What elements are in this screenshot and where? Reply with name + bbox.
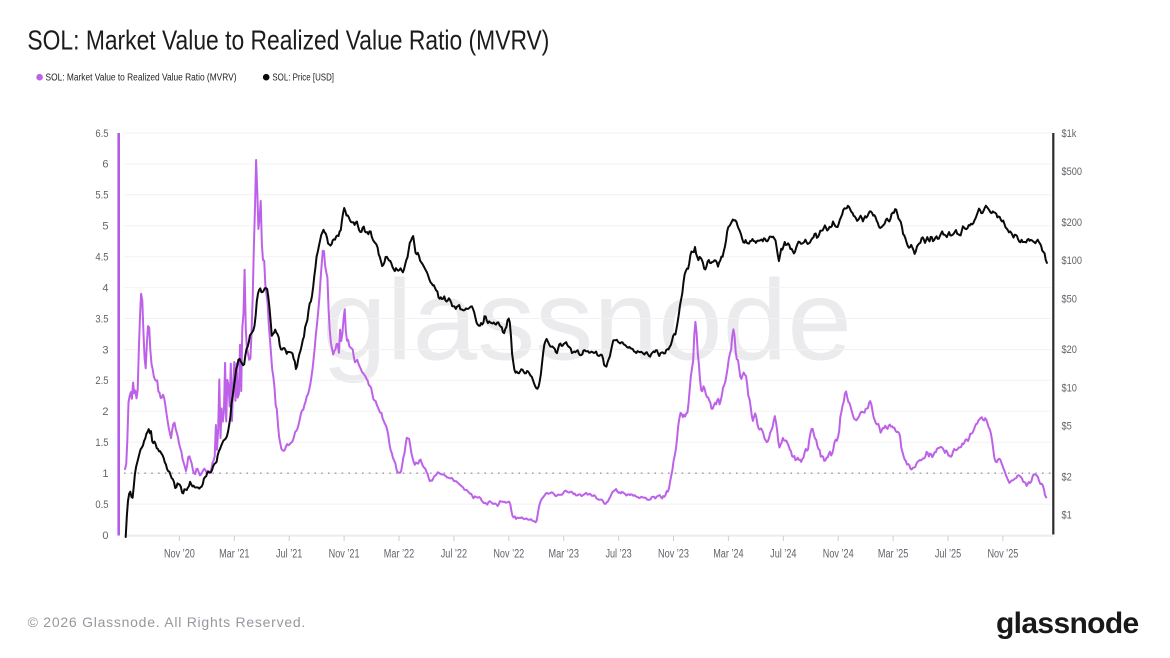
svg-text:SOL: Market Value to Realized: SOL: Market Value to Realized Value Rati… bbox=[46, 72, 237, 83]
svg-text:Nov ’21: Nov ’21 bbox=[329, 549, 360, 561]
svg-text:$1k: $1k bbox=[1062, 128, 1077, 140]
svg-text:Nov ’24: Nov ’24 bbox=[823, 549, 854, 561]
svg-text:$1: $1 bbox=[1062, 510, 1072, 522]
svg-text:$100: $100 bbox=[1062, 255, 1083, 267]
svg-text:5: 5 bbox=[102, 221, 108, 233]
svg-text:$200: $200 bbox=[1062, 217, 1083, 229]
svg-text:Nov ’20: Nov ’20 bbox=[164, 549, 195, 561]
svg-text:© 2026 Glassnode. All Rights R: © 2026 Glassnode. All Rights Reserved. bbox=[28, 614, 306, 630]
svg-text:0.5: 0.5 bbox=[95, 499, 108, 511]
svg-text:$500: $500 bbox=[1062, 166, 1083, 178]
svg-text:Nov ’25: Nov ’25 bbox=[987, 549, 1018, 561]
svg-text:$2: $2 bbox=[1062, 471, 1072, 483]
svg-text:Nov ’23: Nov ’23 bbox=[658, 549, 689, 561]
svg-text:3: 3 bbox=[102, 344, 108, 356]
svg-text:glassnode: glassnode bbox=[322, 258, 852, 385]
svg-text:0: 0 bbox=[102, 530, 108, 542]
svg-text:3.5: 3.5 bbox=[95, 313, 108, 325]
svg-text:SOL: Market Value to Realized: SOL: Market Value to Realized Value Rati… bbox=[27, 25, 549, 56]
svg-text:Jul ’25: Jul ’25 bbox=[935, 549, 961, 561]
svg-text:2: 2 bbox=[102, 406, 108, 418]
svg-text:$50: $50 bbox=[1062, 293, 1077, 305]
svg-text:Jul ’22: Jul ’22 bbox=[441, 549, 467, 561]
svg-text:$5: $5 bbox=[1062, 421, 1072, 433]
svg-text:glassnode: glassnode bbox=[996, 607, 1139, 640]
svg-text:6: 6 bbox=[102, 159, 108, 171]
svg-text:2.5: 2.5 bbox=[95, 375, 108, 387]
svg-text:Jul ’23: Jul ’23 bbox=[605, 549, 631, 561]
svg-text:Jul ’21: Jul ’21 bbox=[276, 549, 302, 561]
svg-text:Mar ’22: Mar ’22 bbox=[384, 549, 414, 561]
svg-text:Nov ’22: Nov ’22 bbox=[493, 549, 524, 561]
svg-text:Mar ’23: Mar ’23 bbox=[549, 549, 579, 561]
svg-text:Mar ’24: Mar ’24 bbox=[713, 549, 744, 561]
svg-text:SOL: Price [USD]: SOL: Price [USD] bbox=[272, 72, 334, 83]
svg-text:$20: $20 bbox=[1062, 344, 1077, 356]
svg-text:4: 4 bbox=[102, 282, 108, 294]
svg-text:Jul ’24: Jul ’24 bbox=[770, 549, 797, 561]
svg-text:4.5: 4.5 bbox=[95, 252, 108, 264]
svg-text:5.5: 5.5 bbox=[95, 190, 108, 202]
svg-text:1.5: 1.5 bbox=[95, 437, 108, 449]
svg-text:$10: $10 bbox=[1062, 382, 1077, 394]
svg-text:Mar ’25: Mar ’25 bbox=[878, 549, 908, 561]
svg-text:1: 1 bbox=[102, 468, 108, 480]
svg-text:6.5: 6.5 bbox=[95, 128, 108, 140]
svg-text:Mar ’21: Mar ’21 bbox=[219, 549, 249, 561]
